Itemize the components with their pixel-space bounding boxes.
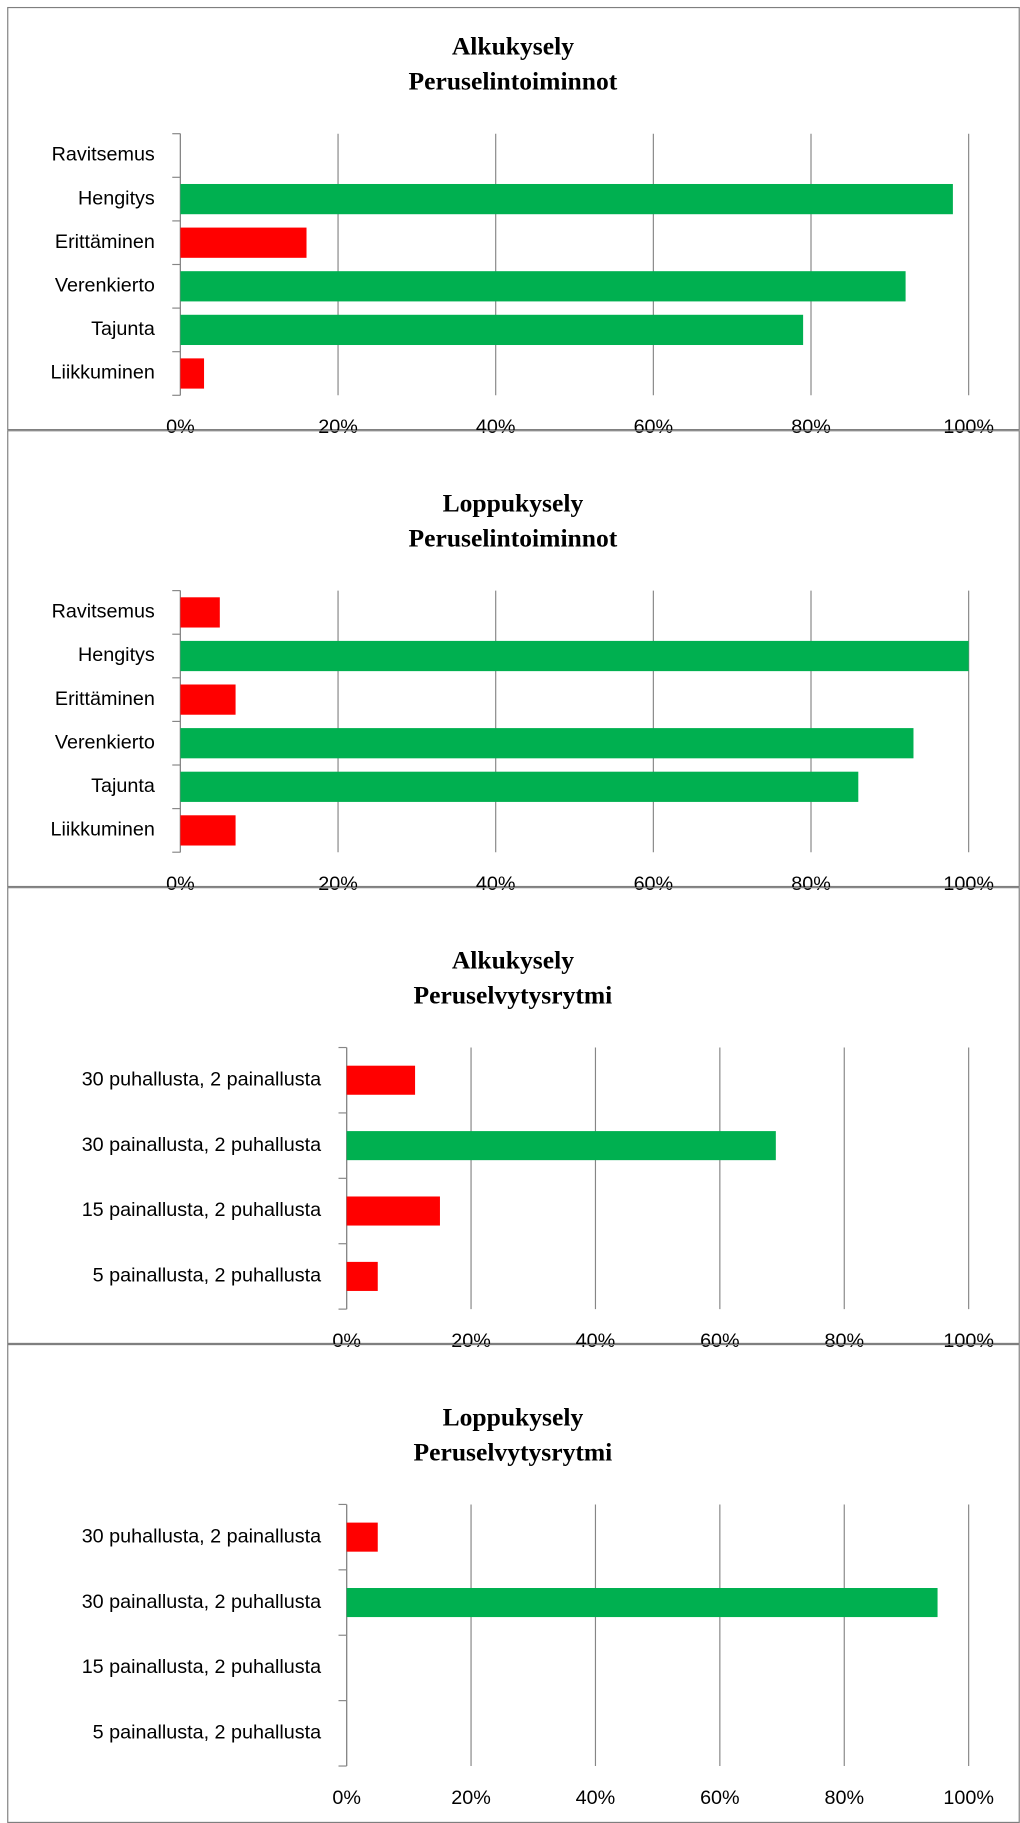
bar <box>180 227 307 258</box>
y-tick-label: Verenkierto <box>55 275 155 297</box>
bar <box>346 1522 378 1552</box>
bar <box>180 728 914 759</box>
x-tick-label: 40% <box>476 873 516 895</box>
y-tick-label: 5 painallusta, 2 puhallusta <box>93 1265 321 1287</box>
y-tick-label: Ravitsemus <box>52 144 155 166</box>
bar <box>346 1261 378 1291</box>
y-tick-label: 30 puhallusta, 2 painallusta <box>82 1068 321 1090</box>
x-tick-label: 80% <box>824 1330 864 1352</box>
chart-title: Alkukysely <box>452 32 574 61</box>
x-tick-label: 60% <box>700 1330 740 1352</box>
x-tick-label: 0% <box>332 1330 361 1352</box>
x-tick-label: 20% <box>318 873 358 895</box>
y-tick-label: Ravitsemus <box>52 601 155 623</box>
y-tick-label: Tajunta <box>91 318 155 340</box>
panel <box>7 887 1020 1344</box>
bar <box>180 684 236 715</box>
x-tick-label: 100% <box>943 1330 994 1352</box>
chart-title: Alkukysely <box>452 946 574 975</box>
y-tick-label: 15 painallusta, 2 puhallusta <box>82 1656 321 1678</box>
y-tick-label: Hengitys <box>78 187 155 209</box>
bar <box>180 358 205 389</box>
y-tick-label: Hengitys <box>78 644 155 666</box>
x-tick-label: 0% <box>332 1787 361 1809</box>
x-tick-label: 20% <box>318 416 358 438</box>
y-tick-label: Liikkuminen <box>51 819 155 841</box>
bar <box>180 314 804 346</box>
panel <box>7 430 1020 888</box>
y-tick-label: Tajunta <box>91 775 155 797</box>
bar <box>180 640 969 672</box>
x-tick-label: 40% <box>576 1330 616 1352</box>
chart-title: Loppukysely <box>443 489 584 518</box>
x-tick-label: 100% <box>943 1787 994 1809</box>
x-tick-label: 40% <box>576 1787 616 1809</box>
chart-title: Loppukysely <box>443 1402 584 1431</box>
bar <box>346 1131 776 1161</box>
chart-subtitle: Peruselintoiminnot <box>409 67 618 96</box>
x-tick-label: 20% <box>451 1330 491 1352</box>
bar <box>346 1588 938 1618</box>
x-tick-label: 80% <box>824 1787 864 1809</box>
x-tick-label: 0% <box>166 873 195 895</box>
bar <box>180 597 220 628</box>
y-tick-label: 30 painallusta, 2 puhallusta <box>82 1591 321 1613</box>
panel <box>7 6 1020 431</box>
x-tick-label: 0% <box>166 416 195 438</box>
y-tick-label: 15 painallusta, 2 puhallusta <box>82 1199 321 1221</box>
chart-subtitle: Peruselvytysrytmi <box>414 980 613 1009</box>
x-tick-label: 60% <box>700 1787 740 1809</box>
chart-subtitle: Peruselvytysrytmi <box>414 1437 613 1466</box>
y-tick-label: 5 painallusta, 2 puhallusta <box>93 1722 321 1744</box>
x-tick-label: 100% <box>943 416 994 438</box>
x-tick-label: 60% <box>634 416 674 438</box>
bar <box>180 271 906 302</box>
bar <box>180 183 953 215</box>
chart-subtitle: Peruselintoiminnot <box>409 523 618 552</box>
bar <box>180 771 859 802</box>
y-tick-label: 30 painallusta, 2 puhallusta <box>82 1134 321 1156</box>
y-tick-label: Erittäminen <box>55 688 155 710</box>
y-tick-label: Verenkierto <box>55 731 155 753</box>
x-tick-label: 80% <box>791 416 831 438</box>
x-tick-label: 60% <box>634 873 674 895</box>
y-tick-label: 30 puhallusta, 2 painallusta <box>82 1525 321 1547</box>
panel <box>7 1343 1020 1823</box>
bar <box>346 1065 416 1095</box>
x-tick-label: 40% <box>476 416 516 438</box>
y-tick-label: Erittäminen <box>55 231 155 253</box>
bar <box>346 1196 440 1226</box>
x-tick-label: 100% <box>943 873 994 895</box>
x-tick-label: 80% <box>791 873 831 895</box>
x-tick-label: 20% <box>451 1787 491 1809</box>
bar <box>180 815 236 846</box>
y-tick-label: Liikkuminen <box>51 362 155 384</box>
